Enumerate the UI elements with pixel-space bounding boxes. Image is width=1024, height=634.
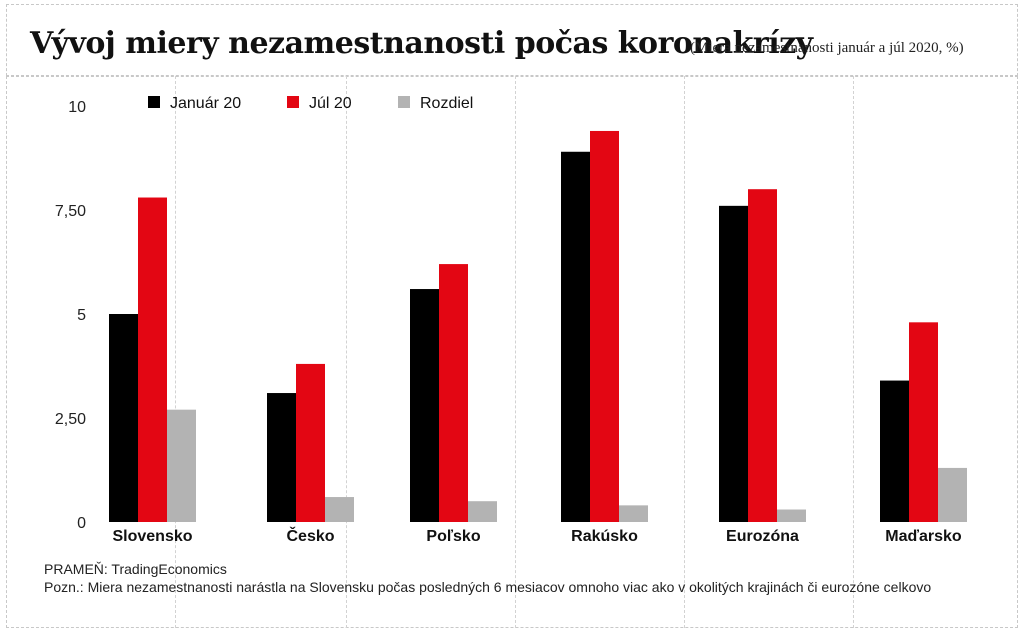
bar-0-4 bbox=[719, 205, 748, 522]
bar-1-5 bbox=[909, 322, 938, 522]
bar-0-0 bbox=[109, 314, 138, 522]
legend-label-0: Január 20 bbox=[170, 95, 241, 112]
grid-line bbox=[515, 76, 516, 628]
bar-2-4 bbox=[777, 509, 806, 522]
chart-frame bbox=[6, 76, 1018, 628]
legend-label-1: Júl 20 bbox=[309, 95, 352, 112]
y-tick-label: 5 bbox=[77, 307, 86, 324]
legend-swatch-0 bbox=[148, 96, 160, 108]
bar-1-3 bbox=[590, 130, 619, 522]
x-category-label: Maďarsko bbox=[885, 528, 962, 545]
bar-0-5 bbox=[880, 380, 909, 522]
bar-0-3 bbox=[561, 151, 590, 522]
legend-swatch-1 bbox=[287, 96, 299, 108]
grid-line bbox=[853, 76, 854, 628]
x-category-label: Slovensko bbox=[112, 528, 192, 545]
y-tick-label: 2,50 bbox=[55, 411, 86, 428]
y-tick-label: 10 bbox=[68, 99, 86, 116]
legend-swatch-2 bbox=[398, 96, 410, 108]
source-text: PRAMEŇ: TradingEconomics bbox=[44, 561, 227, 577]
bar-0-1 bbox=[267, 393, 296, 522]
chart-subtitle: (Miera nezamestnanosti január a júl 2020… bbox=[690, 40, 964, 56]
bar-2-5 bbox=[938, 467, 967, 522]
grid-line bbox=[175, 76, 176, 628]
legend-label-2: Rozdiel bbox=[420, 95, 473, 112]
x-category-label: Rakúsko bbox=[571, 528, 638, 545]
bar-2-2 bbox=[468, 501, 497, 522]
bar-1-4 bbox=[748, 189, 777, 522]
note-text: Pozn.: Miera nezamestnanosti narástla na… bbox=[44, 579, 932, 595]
title-frame bbox=[6, 4, 1018, 76]
x-category-label: Česko bbox=[286, 526, 334, 545]
x-category-label: Poľsko bbox=[426, 528, 480, 545]
grid-line bbox=[684, 76, 685, 628]
bar-1-2 bbox=[439, 264, 468, 522]
grid-line bbox=[346, 76, 347, 628]
bar-0-2 bbox=[410, 289, 439, 522]
y-tick-label: 7,50 bbox=[55, 203, 86, 220]
source-block: PRAMEŇ: TradingEconomics Pozn.: Miera ne… bbox=[44, 560, 931, 596]
bar-1-1 bbox=[296, 363, 325, 522]
x-category-label: Eurozóna bbox=[726, 528, 799, 545]
chart-title: Vývoj miery nezamestnanosti počas korona… bbox=[30, 26, 813, 61]
bar-2-0 bbox=[167, 409, 196, 522]
y-tick-label: 0 bbox=[77, 515, 86, 532]
bar-1-0 bbox=[138, 197, 167, 522]
bar-2-1 bbox=[325, 497, 354, 522]
bar-2-3 bbox=[619, 505, 648, 522]
